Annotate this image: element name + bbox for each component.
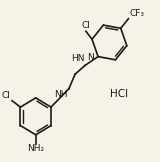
Text: HN: HN bbox=[71, 54, 84, 63]
Text: CF₃: CF₃ bbox=[130, 9, 145, 18]
Text: NH₂: NH₂ bbox=[27, 145, 44, 153]
Text: Cl: Cl bbox=[2, 91, 10, 100]
Text: Cl: Cl bbox=[81, 21, 90, 30]
Text: NH: NH bbox=[54, 90, 67, 98]
Text: N: N bbox=[87, 53, 93, 62]
Text: HCl: HCl bbox=[110, 89, 128, 99]
